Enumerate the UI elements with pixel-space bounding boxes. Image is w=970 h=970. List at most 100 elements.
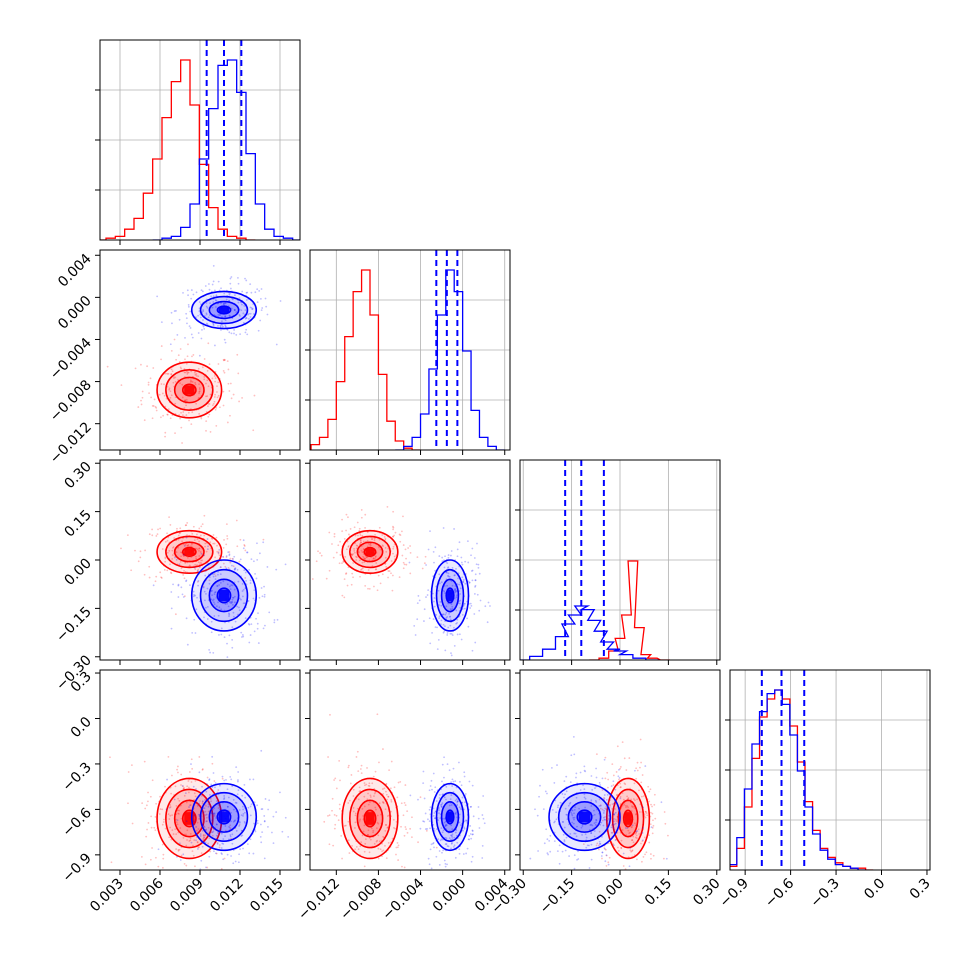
scatter-point <box>438 555 441 557</box>
scatter-point <box>157 528 159 531</box>
scatter-point <box>217 804 220 807</box>
scatter-point <box>215 536 218 539</box>
scatter-point <box>190 297 193 300</box>
scatter-point <box>464 793 467 795</box>
scatter-point <box>204 545 206 548</box>
scatter-point <box>175 309 177 312</box>
scatter-point <box>228 390 231 392</box>
scatter-point <box>218 844 221 846</box>
scatter-point <box>200 552 203 555</box>
scatter-point <box>175 551 178 554</box>
scatter-point <box>220 633 223 636</box>
scatter-point <box>428 789 431 792</box>
scatter-point <box>358 559 361 562</box>
scatter-point <box>244 277 246 280</box>
scatter-point <box>611 823 614 826</box>
scatter-point <box>443 859 446 862</box>
scatter-point <box>206 370 209 372</box>
scatter-point <box>246 333 249 336</box>
scatter-point <box>583 796 586 799</box>
scatter-point <box>238 853 240 856</box>
scatter-point <box>538 795 540 798</box>
scatter-point <box>169 826 172 829</box>
panel-frame <box>309 249 511 451</box>
scatter-point <box>134 367 137 370</box>
scatter-point <box>355 556 358 559</box>
scatter-point <box>644 853 646 856</box>
scatter-point <box>436 648 439 651</box>
scatter-point <box>456 555 459 558</box>
scatter-point <box>228 554 231 557</box>
scatter-point <box>220 852 223 855</box>
scatter-point <box>422 820 424 823</box>
scatter-point <box>279 300 282 302</box>
scatter-point <box>442 849 444 852</box>
scatter-point <box>454 856 457 859</box>
scatter-point <box>449 608 452 610</box>
scatter-point <box>248 568 251 571</box>
scatter-point <box>176 823 179 826</box>
scatter-point <box>382 792 385 795</box>
scatter-point <box>468 834 471 837</box>
scatter-point <box>256 819 259 822</box>
scatter-point <box>562 821 565 823</box>
scatter-point <box>242 321 245 324</box>
scatter-point <box>238 297 241 300</box>
scatter-point <box>478 609 481 612</box>
scatter-point <box>414 634 417 636</box>
scatter-point <box>568 855 571 857</box>
scatter-point <box>186 829 189 832</box>
scatter-point <box>214 299 217 301</box>
scatter-point <box>629 831 632 834</box>
scatter-point <box>633 897 635 899</box>
scatter-point <box>214 380 216 383</box>
scatter-point <box>181 396 184 399</box>
scatter-point <box>428 820 431 822</box>
scatter-point <box>456 801 459 804</box>
scatter-point <box>228 293 231 296</box>
scatter-point <box>155 409 158 412</box>
scatter-point <box>242 312 245 315</box>
scatter-point <box>196 821 199 824</box>
scatter-point <box>147 791 149 794</box>
scatter-point <box>169 563 171 566</box>
scatter-point <box>263 585 265 588</box>
scatter-point <box>471 547 474 550</box>
scatter-point <box>444 625 446 628</box>
scatter-point <box>268 611 271 614</box>
scatter-point <box>198 563 201 566</box>
scatter-point <box>185 617 188 620</box>
scatter-point <box>211 404 214 407</box>
scatter-point <box>155 802 158 805</box>
scatter-point <box>230 778 233 781</box>
scatter-point <box>222 580 225 583</box>
scatter-point <box>380 813 382 816</box>
scatter-point <box>468 581 471 584</box>
scatter-point <box>175 358 178 361</box>
scatter-point <box>467 561 470 564</box>
scatter-point <box>385 550 388 553</box>
scatter-point <box>175 558 178 561</box>
scatter-point <box>404 548 407 551</box>
scatter-point <box>382 801 385 804</box>
scatter-point <box>363 795 366 798</box>
scatter-point <box>164 557 167 560</box>
scatter-point <box>340 834 343 837</box>
scatter-point <box>470 837 473 840</box>
scatter-point <box>224 341 227 344</box>
scatter-point <box>213 400 216 403</box>
scatter-point <box>451 607 454 610</box>
scatter-point <box>200 794 203 797</box>
scatter-point <box>411 836 413 839</box>
scatter-point <box>584 833 587 836</box>
scatter-point <box>405 563 408 566</box>
scatter-point <box>604 848 607 851</box>
scatter-point <box>617 850 620 852</box>
scatter-point <box>178 848 181 851</box>
scatter-point <box>325 577 328 580</box>
scatter-point <box>161 866 164 869</box>
scatter-point <box>445 611 448 614</box>
scatter-point <box>404 826 407 828</box>
scatter-point <box>642 839 644 842</box>
